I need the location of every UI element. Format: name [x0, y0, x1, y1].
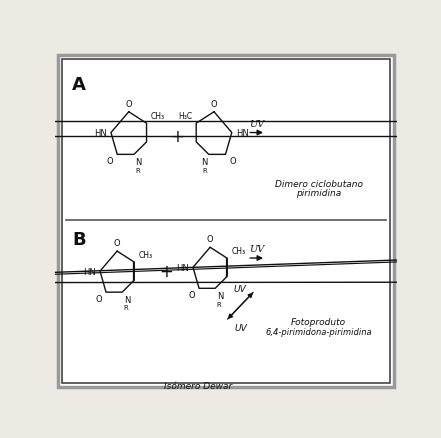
Text: Isómero Dewar: Isómero Dewar — [164, 381, 232, 390]
Text: O: O — [107, 156, 113, 166]
Text: UV: UV — [249, 245, 264, 254]
Text: R: R — [124, 305, 128, 311]
Text: B: B — [72, 231, 86, 249]
Text: HN: HN — [235, 129, 248, 138]
Text: HN: HN — [176, 263, 189, 272]
Text: UV: UV — [233, 284, 246, 293]
Text: O: O — [96, 294, 102, 303]
Text: H₃C: H₃C — [178, 112, 192, 121]
Text: O: O — [229, 156, 236, 166]
Text: N: N — [124, 296, 130, 304]
Text: CH₃: CH₃ — [231, 247, 245, 256]
Text: +: + — [159, 262, 173, 280]
Text: N: N — [217, 292, 223, 301]
Text: N: N — [135, 158, 142, 167]
Text: N: N — [201, 158, 207, 167]
Text: R: R — [135, 167, 140, 173]
Text: CH₃: CH₃ — [138, 251, 152, 259]
Text: Dimero ciclobutano: Dimero ciclobutano — [275, 179, 363, 188]
Text: UV: UV — [235, 324, 248, 333]
Text: UV: UV — [249, 120, 264, 129]
Text: 6,4-pirimidona-pirimidina: 6,4-pirimidona-pirimidina — [265, 327, 372, 336]
Text: R: R — [217, 301, 221, 307]
Text: +: + — [171, 128, 184, 146]
Text: HN: HN — [83, 267, 96, 276]
Text: HN: HN — [94, 129, 107, 138]
Text: O: O — [189, 290, 195, 299]
Text: O: O — [125, 100, 132, 109]
Text: O: O — [207, 235, 213, 244]
Text: R: R — [202, 167, 207, 173]
Text: pirimidina: pirimidina — [296, 188, 341, 198]
Text: O: O — [114, 239, 120, 248]
Text: O: O — [211, 100, 217, 109]
Text: Fotoproduto: Fotoproduto — [291, 318, 346, 327]
Text: A: A — [72, 76, 86, 94]
Text: CH₃: CH₃ — [150, 112, 164, 121]
